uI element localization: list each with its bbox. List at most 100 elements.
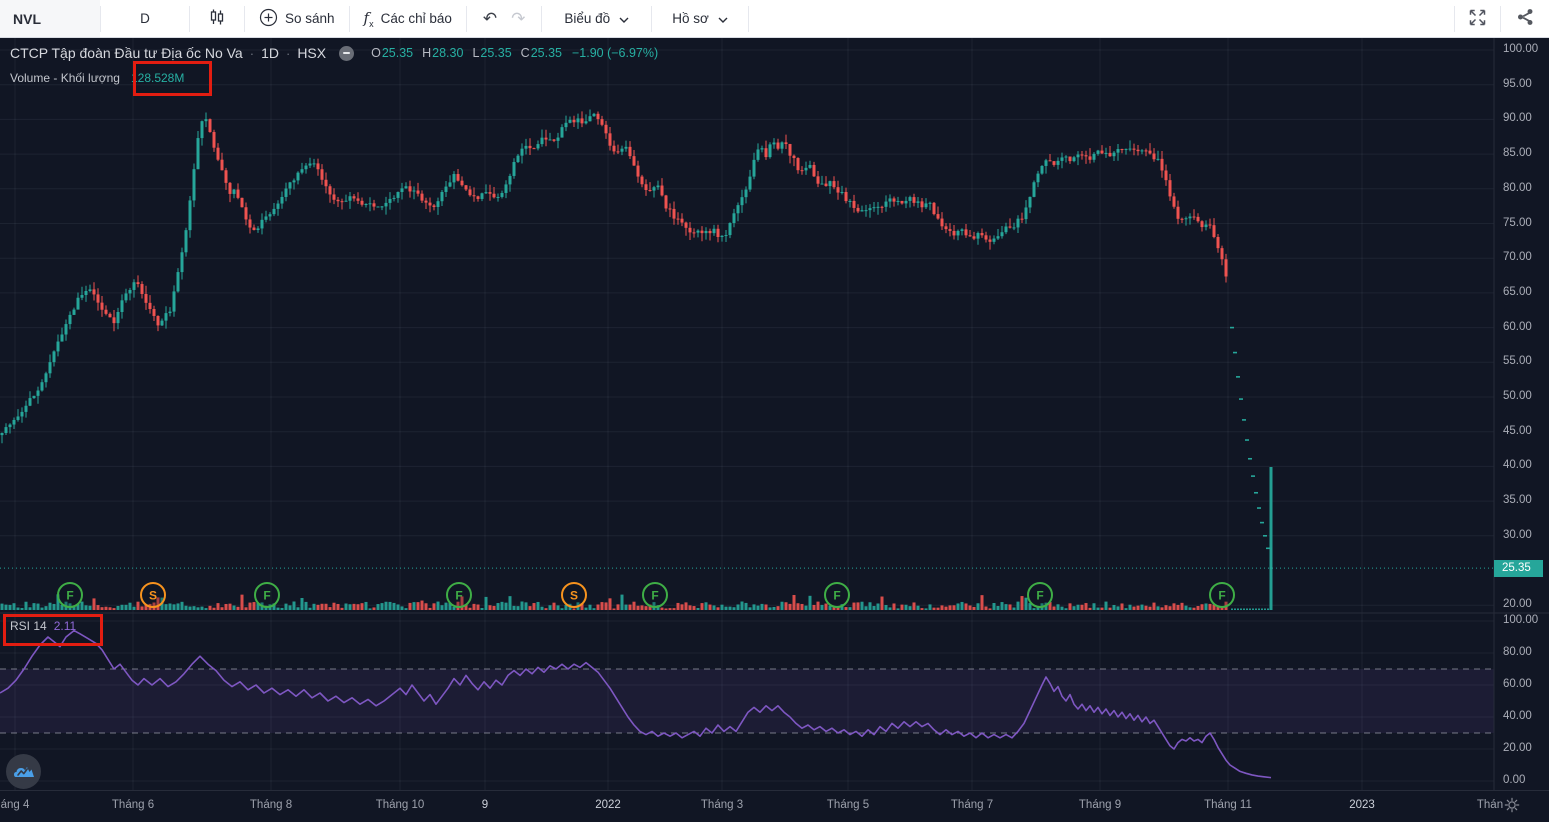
- time-axis-label: Tháng 5: [826, 799, 870, 811]
- candle-body: [940, 218, 944, 227]
- candle-body: [432, 205, 436, 208]
- volume-bar: [368, 608, 372, 610]
- profile-menu-button[interactable]: Hồ sơ: [652, 0, 748, 37]
- undo-button[interactable]: ↶: [467, 0, 507, 37]
- volume-bar: [356, 604, 360, 610]
- event-marker-F[interactable]: [57, 582, 83, 608]
- platform-logo-icon[interactable]: [6, 754, 41, 789]
- candle-body: [980, 233, 984, 236]
- volume-bar: [412, 602, 416, 610]
- candle-body: [1072, 157, 1076, 162]
- chart-menu-button[interactable]: Biểu đồ: [542, 0, 651, 37]
- candle-body: [944, 226, 948, 230]
- chart-style-button[interactable]: [190, 0, 244, 37]
- indicators-button[interactable]: fx Các chỉ báo: [350, 0, 466, 37]
- event-marker-S[interactable]: [140, 582, 166, 608]
- limit-down-dash: [1257, 507, 1261, 509]
- volume-bar: [644, 606, 648, 610]
- rsi-legend[interactable]: RSI 14 2.11: [10, 619, 76, 633]
- candle-body: [1044, 160, 1048, 166]
- candle-body: [916, 201, 920, 203]
- fullscreen-button[interactable]: [1455, 0, 1500, 37]
- price-tick-label: 45.00: [1503, 424, 1532, 437]
- interval-button[interactable]: D: [101, 0, 189, 37]
- candle-body: [1168, 180, 1172, 197]
- event-marker-F[interactable]: [446, 582, 472, 608]
- symbol-button[interactable]: NVL: [0, 0, 100, 37]
- volume-bar: [80, 601, 84, 610]
- limit-down-dash: [1236, 376, 1240, 378]
- indicators-label: Các chỉ báo: [380, 11, 452, 26]
- volume-bar: [144, 605, 148, 610]
- candle-body: [344, 200, 348, 202]
- event-marker-letter: S: [149, 589, 157, 603]
- volume-bar: [292, 601, 296, 610]
- candle-body: [0, 433, 4, 436]
- event-marker-F[interactable]: [1209, 582, 1235, 608]
- volume-bar: [972, 606, 976, 610]
- event-marker-F[interactable]: [824, 582, 850, 608]
- volume-bar: [768, 607, 772, 610]
- event-marker-F[interactable]: [642, 582, 668, 608]
- volume-bar: [784, 602, 788, 610]
- volume-bar: [456, 601, 460, 610]
- candle-body: [28, 398, 32, 406]
- event-marker-F[interactable]: [254, 582, 280, 608]
- volume-bar: [1160, 607, 1164, 610]
- candle-body: [44, 373, 48, 383]
- candle-body: [1212, 225, 1216, 237]
- event-marker-F[interactable]: [1027, 582, 1053, 608]
- candle-body: [336, 199, 340, 202]
- candle-body: [220, 159, 224, 171]
- candle-body: [680, 218, 684, 223]
- candle-body: [1024, 207, 1028, 220]
- volume-bar: [236, 606, 240, 610]
- volume-legend[interactable]: Volume - Khối lượng 128.528M: [10, 71, 184, 85]
- volume-bar: [968, 605, 972, 610]
- volume-bar: [1196, 606, 1200, 610]
- candle-body: [76, 297, 80, 310]
- volume-bar: [1132, 606, 1136, 610]
- candle-body: [744, 189, 748, 198]
- volume-bar: [4, 604, 8, 610]
- volume-bar: [852, 602, 856, 610]
- candle-body: [748, 176, 752, 190]
- price-axis[interactable]: 25.35 100.00 95.00 90.00 85.00 80.00 75.00 70.…: [1494, 37, 1549, 790]
- candle-body: [148, 302, 152, 310]
- candle-body: [1148, 150, 1152, 154]
- candle-body: [892, 198, 896, 202]
- candle-body: [888, 198, 892, 202]
- hide-legend-button[interactable]: [339, 45, 355, 61]
- redo-button[interactable]: ↷: [507, 0, 541, 37]
- time-axis[interactable]: áng 4 Tháng 6 Tháng 8 Tháng 10 9 2022 Tháng 3 T…: [0, 790, 1549, 822]
- volume-bar: [196, 607, 200, 610]
- candle-body: [192, 169, 196, 201]
- volume-bar: [1004, 604, 1008, 610]
- volume-bar: [776, 606, 780, 610]
- limit-down-dash: [1233, 351, 1237, 354]
- candle-body: [776, 142, 780, 149]
- chart-legend[interactable]: CTCP Tập đoàn Đầu tư Địa ốc No Va · 1D ·…: [10, 45, 658, 61]
- candle-body: [460, 180, 464, 186]
- rsi-tick-label: 100.00: [1503, 614, 1539, 626]
- candle-body: [468, 189, 472, 196]
- volume-bar: [180, 601, 184, 610]
- axis-settings-icon[interactable]: [1504, 797, 1520, 818]
- candle-body: [856, 207, 860, 212]
- volume-bar: [300, 598, 304, 610]
- volume-bar: [904, 604, 908, 610]
- event-marker-S[interactable]: [561, 582, 587, 608]
- candle-body: [664, 195, 668, 209]
- rsi-label: RSI 14: [10, 619, 47, 633]
- volume-bar: [580, 603, 584, 610]
- volume-bar: [192, 606, 196, 610]
- volume-bar: [1208, 603, 1212, 610]
- compare-button[interactable]: So sánh: [245, 0, 349, 37]
- volume-bar: [392, 602, 396, 610]
- candle-body: [200, 121, 204, 139]
- volume-bar: [360, 603, 364, 610]
- volume-bar: [788, 603, 792, 610]
- share-button[interactable]: [1501, 0, 1549, 37]
